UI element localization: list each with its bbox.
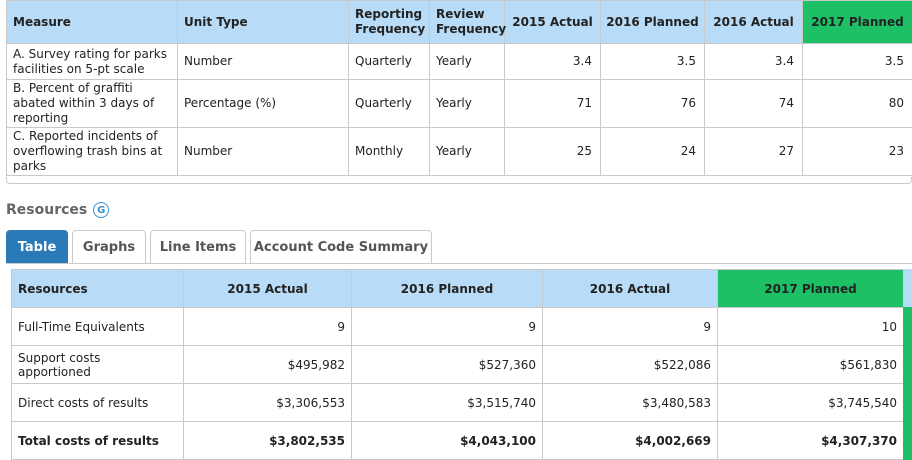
table-row-total: Total costs of results $3,802,535 $4,043… [11,421,904,460]
value-2017-planned: $3,745,540 [717,383,904,422]
value-2015-actual: 25 [504,127,601,176]
info-g-icon[interactable]: G [93,202,110,218]
value-2017-planned: 23 [802,127,912,176]
resources-heading: Resources G [6,202,110,218]
value-2017-planned: 10 [717,307,904,346]
review-frequency: Yearly [429,79,505,128]
table-row: Full-Time Equivalents 9 9 9 10 [11,307,904,346]
header-2017-planned[interactable]: 2017 Planned [717,269,904,308]
tab-line-items[interactable]: Line Items [150,230,246,263]
resources-table: Resources 2015 Actual 2016 Planned 2016 … [11,269,904,460]
tab-graphs[interactable]: Graphs [72,230,146,263]
header-unit-type[interactable]: Unit Type [177,0,349,44]
value-2015-actual: 3.4 [504,43,601,80]
measure-name: A. Survey rating for parks facilities on… [6,43,178,80]
value-2016-planned: 9 [351,307,543,346]
resource-name: Direct costs of results [11,383,184,422]
value-2016-planned: 24 [600,127,705,176]
reporting-frequency: Quarterly [348,79,430,128]
value-2016-actual: 3.4 [704,43,803,80]
header-2016-planned[interactable]: 2016 Planned [600,0,705,44]
table-row: A. Survey rating for parks facilities on… [6,43,912,80]
unit-type: Number [177,127,349,176]
value-2016-actual: $3,480,583 [542,383,718,422]
reporting-frequency: Quarterly [348,43,430,80]
scroll-column-highlight [903,307,912,460]
value-2015-actual: $3,802,535 [183,421,352,460]
measure-name: B. Percent of graffiti abated within 3 d… [6,79,178,128]
tab-table[interactable]: Table [6,230,68,263]
value-2016-actual: 74 [704,79,803,128]
header-reporting-frequency[interactable]: Reporting Frequency [348,0,430,44]
value-2016-actual: $4,002,669 [542,421,718,460]
resource-name: Support costs apportioned [11,345,184,384]
scroll-column-header [903,269,912,307]
value-2016-planned: 3.5 [600,43,705,80]
header-2017-planned[interactable]: 2017 Planned [802,0,912,44]
value-2017-planned: $4,307,370 [717,421,904,460]
review-frequency: Yearly [429,127,505,176]
value-2016-planned: $4,043,100 [351,421,543,460]
header-2016-actual[interactable]: 2016 Actual [542,269,718,308]
value-2016-planned: $527,360 [351,345,543,384]
table-row: C. Reported incidents of overflowing tra… [6,127,912,176]
value-2016-actual: $522,086 [542,345,718,384]
resource-name: Full-Time Equivalents [11,307,184,346]
value-2016-actual: 27 [704,127,803,176]
value-2015-actual: $3,306,553 [183,383,352,422]
tab-account-code-summary[interactable]: Account Code Summary [250,230,432,263]
resources-header-row: Resources 2015 Actual 2016 Planned 2016 … [11,269,904,308]
value-2016-planned: $3,515,740 [351,383,543,422]
measures-table: Measure Unit Type Reporting Frequency Re… [6,0,912,176]
resources-tabs: Table Graphs Line Items Account Code Sum… [6,230,432,263]
value-2016-planned: 76 [600,79,705,128]
header-2015-actual[interactable]: 2015 Actual [183,269,352,308]
header-2016-planned[interactable]: 2016 Planned [351,269,543,308]
tab-bar-divider [6,263,912,264]
measure-name: C. Reported incidents of overflowing tra… [6,127,178,176]
header-measure[interactable]: Measure [6,0,178,44]
header-2016-actual[interactable]: 2016 Actual [704,0,803,44]
measures-panel-bottom [6,177,912,184]
review-frequency: Yearly [429,43,505,80]
table-row: Direct costs of results $3,306,553 $3,51… [11,383,904,422]
resource-name: Total costs of results [11,421,184,460]
value-2017-planned: 80 [802,79,912,128]
value-2017-planned: $561,830 [717,345,904,384]
value-2015-actual: $495,982 [183,345,352,384]
value-2015-actual: 71 [504,79,601,128]
header-2015-actual[interactable]: 2015 Actual [504,0,601,44]
value-2017-planned: 3.5 [802,43,912,80]
reporting-frequency: Monthly [348,127,430,176]
table-row: B. Percent of graffiti abated within 3 d… [6,79,912,128]
table-row: Support costs apportioned $495,982 $527,… [11,345,904,384]
value-2015-actual: 9 [183,307,352,346]
resources-title: Resources [6,202,88,218]
unit-type: Number [177,43,349,80]
header-review-frequency[interactable]: Review Frequency [429,0,506,44]
header-resources[interactable]: Resources [11,269,184,308]
measures-header-row: Measure Unit Type Reporting Frequency Re… [6,0,912,44]
unit-type: Percentage (%) [177,79,349,128]
value-2016-actual: 9 [542,307,718,346]
